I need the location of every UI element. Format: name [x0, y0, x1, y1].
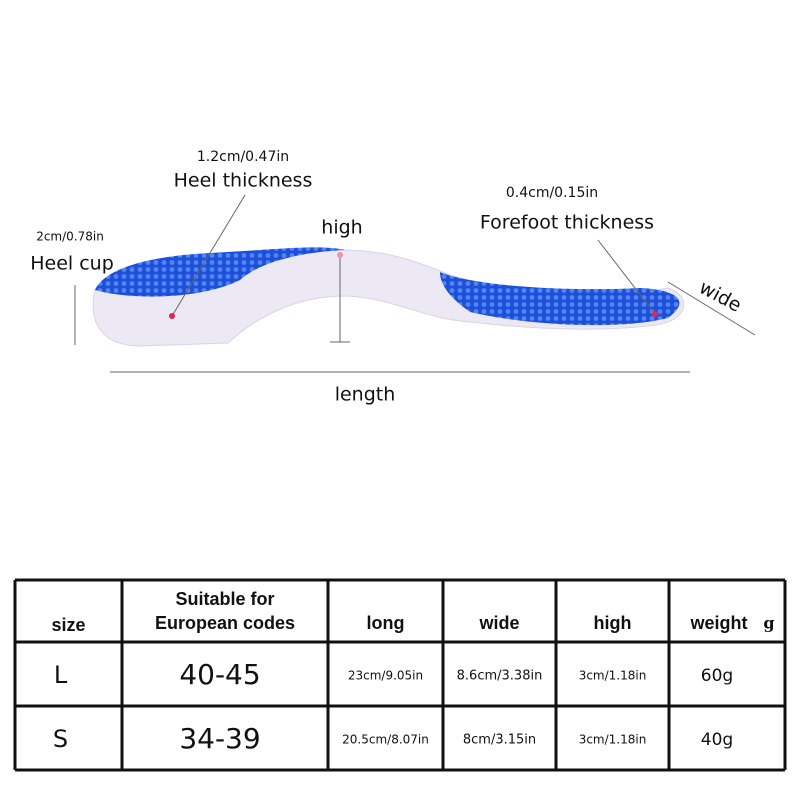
- table-cell: 3cm/1.18in: [579, 669, 647, 683]
- table-cell: L: [54, 661, 68, 689]
- header-cell: high: [594, 613, 632, 633]
- table-cell: 8cm/3.15in: [463, 733, 536, 748]
- table-cell: 3cm/1.18in: [579, 733, 647, 747]
- annotation-label: length: [335, 384, 396, 406]
- measure-lines: [74, 194, 756, 373]
- measure-text: 2cm/0.78in: [36, 230, 104, 244]
- marker-dot: [169, 313, 175, 319]
- table-cell: 60g: [701, 666, 733, 686]
- header-cell: Suitable for: [175, 589, 274, 609]
- header-cell: weight: [690, 613, 748, 633]
- measure-text: 0.4cm/0.15in: [506, 185, 598, 201]
- table-cell: 40g: [701, 730, 733, 750]
- header-cell: size: [51, 615, 85, 635]
- table-cell: 34-39: [179, 722, 260, 755]
- insole-top: [95, 247, 345, 297]
- marker-dot: [652, 311, 658, 317]
- size-table: size Suitable for European codes long wide hi…: [13, 578, 787, 772]
- header-cell: European codes: [155, 613, 295, 633]
- annotation-label: Forefoot thickness: [480, 212, 654, 234]
- annotation-label: Heel cup: [30, 253, 114, 275]
- header-unit: g: [763, 614, 774, 633]
- annotation-label: high: [321, 217, 362, 239]
- heel-thickness-line: [171, 194, 246, 317]
- annotation-label: Heel thickness: [174, 170, 313, 192]
- table-cell: 40-45: [179, 658, 260, 691]
- marker-dot: [337, 252, 343, 258]
- insole-forefoot: [440, 272, 680, 326]
- wide-line: [667, 281, 756, 336]
- forefoot-line: [597, 239, 656, 315]
- table-cell: 20.5cm/8.07in: [342, 733, 429, 747]
- table-cell: 23cm/9.05in: [348, 669, 423, 683]
- table-cell: S: [53, 725, 68, 753]
- annotation-label: wide: [695, 276, 745, 316]
- header-cell: wide: [478, 613, 519, 633]
- header-cell: long: [367, 613, 405, 633]
- measure-text: 1.2cm/0.47in: [197, 149, 289, 165]
- table-cell: 8.6cm/3.38in: [457, 669, 543, 684]
